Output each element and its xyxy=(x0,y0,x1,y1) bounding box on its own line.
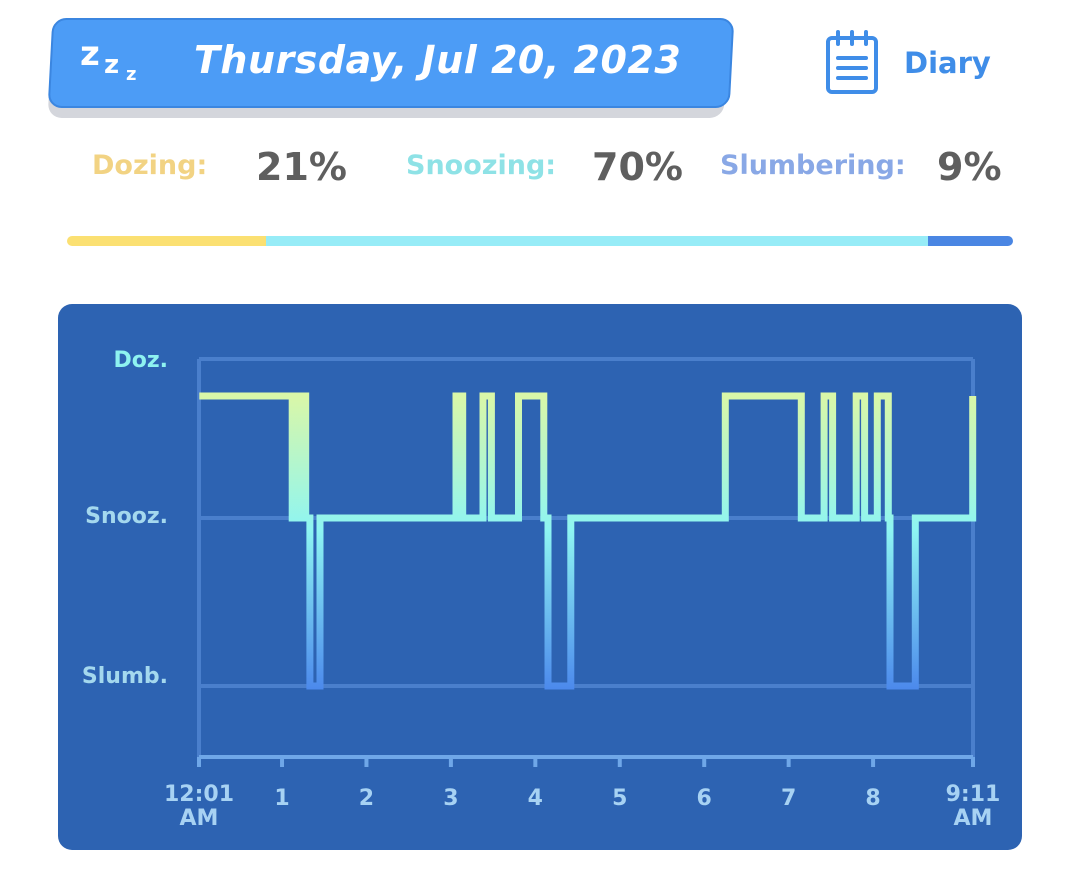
y-category-label: Snooz. xyxy=(85,504,168,529)
dozing-percent: 21% xyxy=(256,145,347,189)
x-tick-label: 8 xyxy=(865,786,881,811)
x-tick-label: 5 xyxy=(612,786,628,811)
slumbering-percent: 9% xyxy=(937,145,1002,189)
x-tick-label: 1 xyxy=(274,786,290,811)
x-tick-label: 2 xyxy=(358,786,375,811)
y-category-label: Slumb. xyxy=(81,664,168,689)
sleep-stage-plot xyxy=(197,357,977,767)
x-tick-label: 4 xyxy=(527,786,543,811)
x-tick-label: 7 xyxy=(780,786,797,811)
x-tick-label: 3 xyxy=(443,786,459,811)
x-tick-label: 12:01 AM xyxy=(163,782,235,831)
sleep-proportion-bar xyxy=(67,236,1013,246)
x-tick-label: 9:11 AM xyxy=(945,782,1001,831)
x-tick-label: 6 xyxy=(696,786,712,811)
snoozing-segment xyxy=(265,236,928,246)
date-title: Thursday, Jul 20, 2023 xyxy=(194,38,682,82)
diary-label: Diary xyxy=(904,46,991,80)
snoozing-percent: 70% xyxy=(592,145,683,189)
snoozing-label: Snoozing: xyxy=(406,150,557,181)
dozing-label: Dozing: xyxy=(92,150,208,181)
sleep-stage-line xyxy=(199,392,977,690)
y-category-label: Doz. xyxy=(113,348,168,373)
slumbering-segment xyxy=(927,236,1013,246)
dozing-segment xyxy=(67,236,266,246)
diary-button[interactable]: Diary xyxy=(820,28,1000,98)
sleep-stage-chart: Slumb. Snooz. Doz. 12:01 AM 1 2 3 4 5 6 7 8 9:11 AM xyxy=(58,304,1022,850)
slumbering-label: Slumbering: xyxy=(720,150,906,181)
notepad-icon xyxy=(826,30,878,94)
sleep-zzz-icon: z z z xyxy=(80,34,137,85)
